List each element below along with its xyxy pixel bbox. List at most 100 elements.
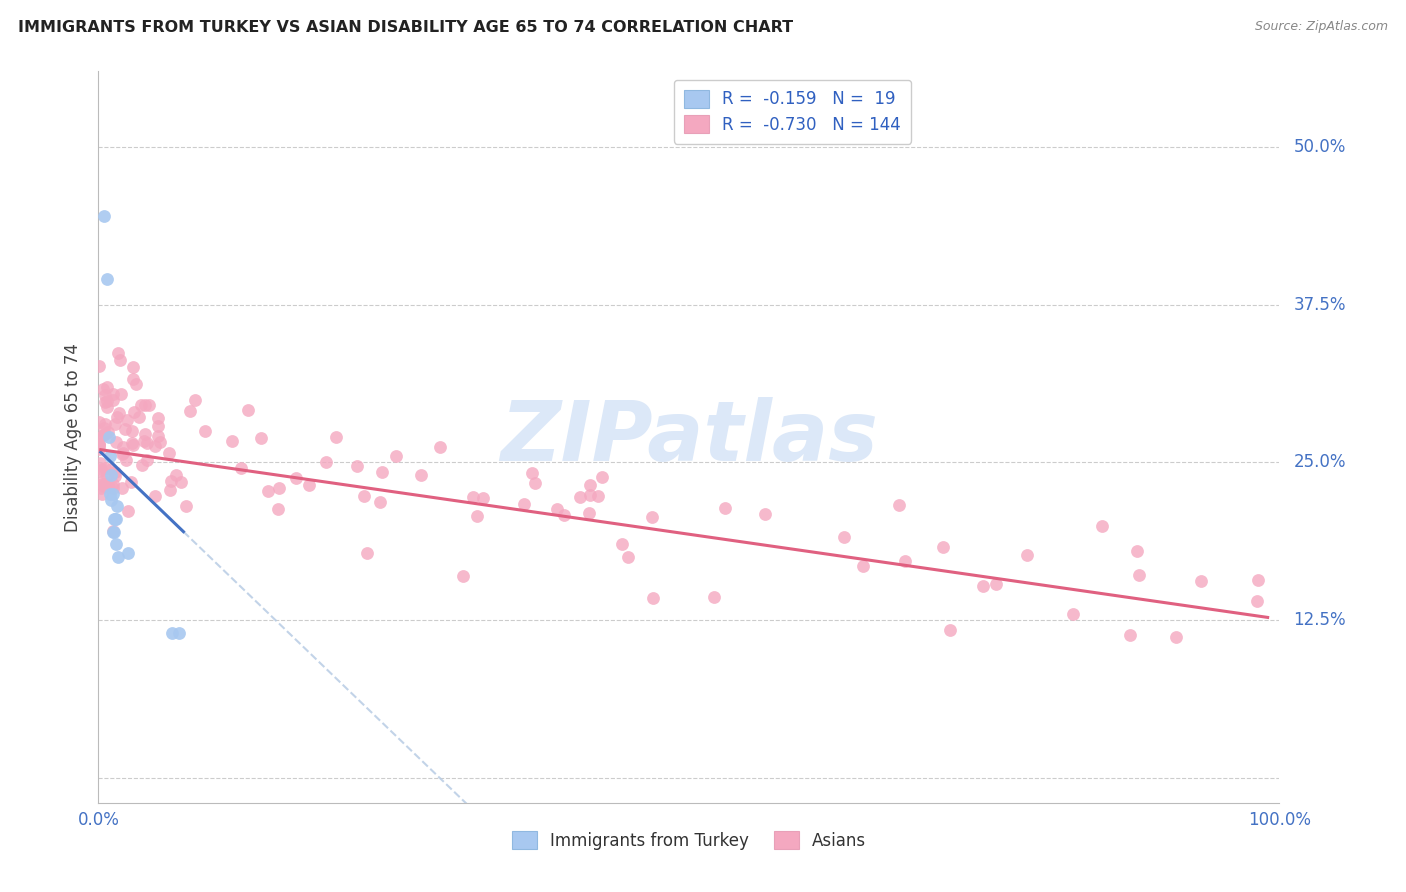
Point bbox=[578, 488, 600, 502]
Point bbox=[104, 465, 127, 479]
Point bbox=[703, 590, 725, 604]
Point bbox=[368, 495, 391, 509]
Point bbox=[1119, 628, 1142, 642]
Point bbox=[586, 489, 609, 503]
Point bbox=[101, 487, 124, 501]
Point bbox=[184, 393, 207, 408]
Point bbox=[111, 447, 134, 461]
Point bbox=[159, 483, 181, 497]
Text: 50.0%: 50.0% bbox=[1294, 138, 1346, 156]
Point bbox=[124, 377, 146, 392]
Point bbox=[114, 422, 136, 436]
Point bbox=[1125, 544, 1147, 558]
Point bbox=[117, 504, 139, 518]
Point bbox=[453, 568, 475, 582]
Point bbox=[346, 458, 368, 473]
Point bbox=[87, 359, 110, 373]
Point bbox=[90, 462, 112, 476]
Point bbox=[472, 491, 495, 505]
Text: IMMIGRANTS FROM TURKEY VS ASIAN DISABILITY AGE 65 TO 74 CORRELATION CHART: IMMIGRANTS FROM TURKEY VS ASIAN DISABILI… bbox=[18, 20, 793, 35]
Point bbox=[1246, 594, 1268, 608]
Text: Source: ZipAtlas.com: Source: ZipAtlas.com bbox=[1254, 20, 1388, 33]
Point bbox=[938, 624, 960, 638]
Point bbox=[149, 434, 172, 449]
Point bbox=[579, 478, 602, 492]
Point bbox=[134, 398, 156, 412]
Point bbox=[110, 387, 132, 401]
Point bbox=[145, 439, 167, 453]
Point bbox=[103, 524, 125, 539]
Point bbox=[194, 425, 217, 439]
Point bbox=[852, 559, 875, 574]
Point bbox=[98, 430, 121, 444]
Point bbox=[174, 499, 197, 513]
Point bbox=[98, 480, 121, 494]
Point bbox=[887, 498, 910, 512]
Point bbox=[101, 481, 124, 495]
Point bbox=[179, 404, 201, 418]
Point bbox=[91, 382, 114, 396]
Point bbox=[714, 501, 737, 516]
Point bbox=[465, 509, 488, 524]
Point bbox=[1017, 548, 1039, 562]
Point bbox=[325, 430, 347, 444]
Point bbox=[640, 510, 662, 524]
Point bbox=[546, 501, 568, 516]
Point bbox=[94, 388, 117, 402]
Point bbox=[984, 577, 1007, 591]
Point bbox=[134, 434, 156, 448]
Point bbox=[1189, 574, 1212, 588]
Point bbox=[91, 428, 114, 442]
Text: 25.0%: 25.0% bbox=[1294, 453, 1346, 471]
Point bbox=[221, 434, 243, 449]
Point bbox=[98, 449, 121, 463]
Point bbox=[1128, 567, 1150, 582]
Point bbox=[463, 490, 485, 504]
Point bbox=[128, 409, 150, 424]
Point bbox=[134, 427, 156, 442]
Point bbox=[98, 487, 121, 501]
Point bbox=[100, 462, 122, 476]
Point bbox=[385, 450, 408, 464]
Point bbox=[641, 591, 664, 605]
Point bbox=[91, 477, 114, 491]
Point bbox=[96, 400, 118, 414]
Point bbox=[87, 437, 110, 451]
Point bbox=[108, 353, 131, 368]
Point bbox=[143, 489, 166, 503]
Point bbox=[370, 465, 392, 479]
Point bbox=[160, 625, 183, 640]
Point bbox=[315, 455, 337, 469]
Point bbox=[1247, 573, 1270, 587]
Point bbox=[100, 493, 122, 508]
Point bbox=[103, 512, 125, 526]
Point bbox=[101, 524, 124, 539]
Point bbox=[105, 537, 128, 551]
Point bbox=[107, 549, 129, 564]
Point bbox=[553, 508, 575, 523]
Point bbox=[105, 410, 128, 425]
Point bbox=[148, 419, 170, 434]
Point bbox=[146, 411, 169, 425]
Point bbox=[96, 468, 118, 483]
Point bbox=[94, 395, 117, 409]
Point bbox=[1164, 630, 1187, 644]
Point bbox=[87, 431, 110, 445]
Point bbox=[117, 546, 139, 560]
Point bbox=[121, 436, 143, 450]
Point bbox=[122, 359, 145, 374]
Point bbox=[1091, 519, 1114, 533]
Point bbox=[122, 405, 145, 419]
Point bbox=[89, 438, 111, 452]
Point bbox=[894, 554, 917, 568]
Point bbox=[107, 345, 129, 359]
Point bbox=[298, 478, 321, 492]
Point bbox=[932, 540, 955, 554]
Point bbox=[353, 490, 375, 504]
Point bbox=[90, 486, 112, 500]
Point bbox=[122, 437, 145, 451]
Point bbox=[94, 417, 117, 432]
Point bbox=[170, 475, 193, 489]
Point bbox=[94, 461, 117, 475]
Point bbox=[257, 483, 280, 498]
